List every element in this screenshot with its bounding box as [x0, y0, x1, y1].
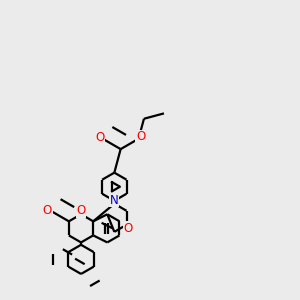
- Text: O: O: [76, 204, 86, 217]
- Text: O: O: [95, 131, 104, 144]
- Text: N: N: [110, 194, 119, 207]
- Text: O: O: [43, 204, 52, 217]
- Text: O: O: [123, 222, 133, 235]
- Text: O: O: [136, 130, 145, 143]
